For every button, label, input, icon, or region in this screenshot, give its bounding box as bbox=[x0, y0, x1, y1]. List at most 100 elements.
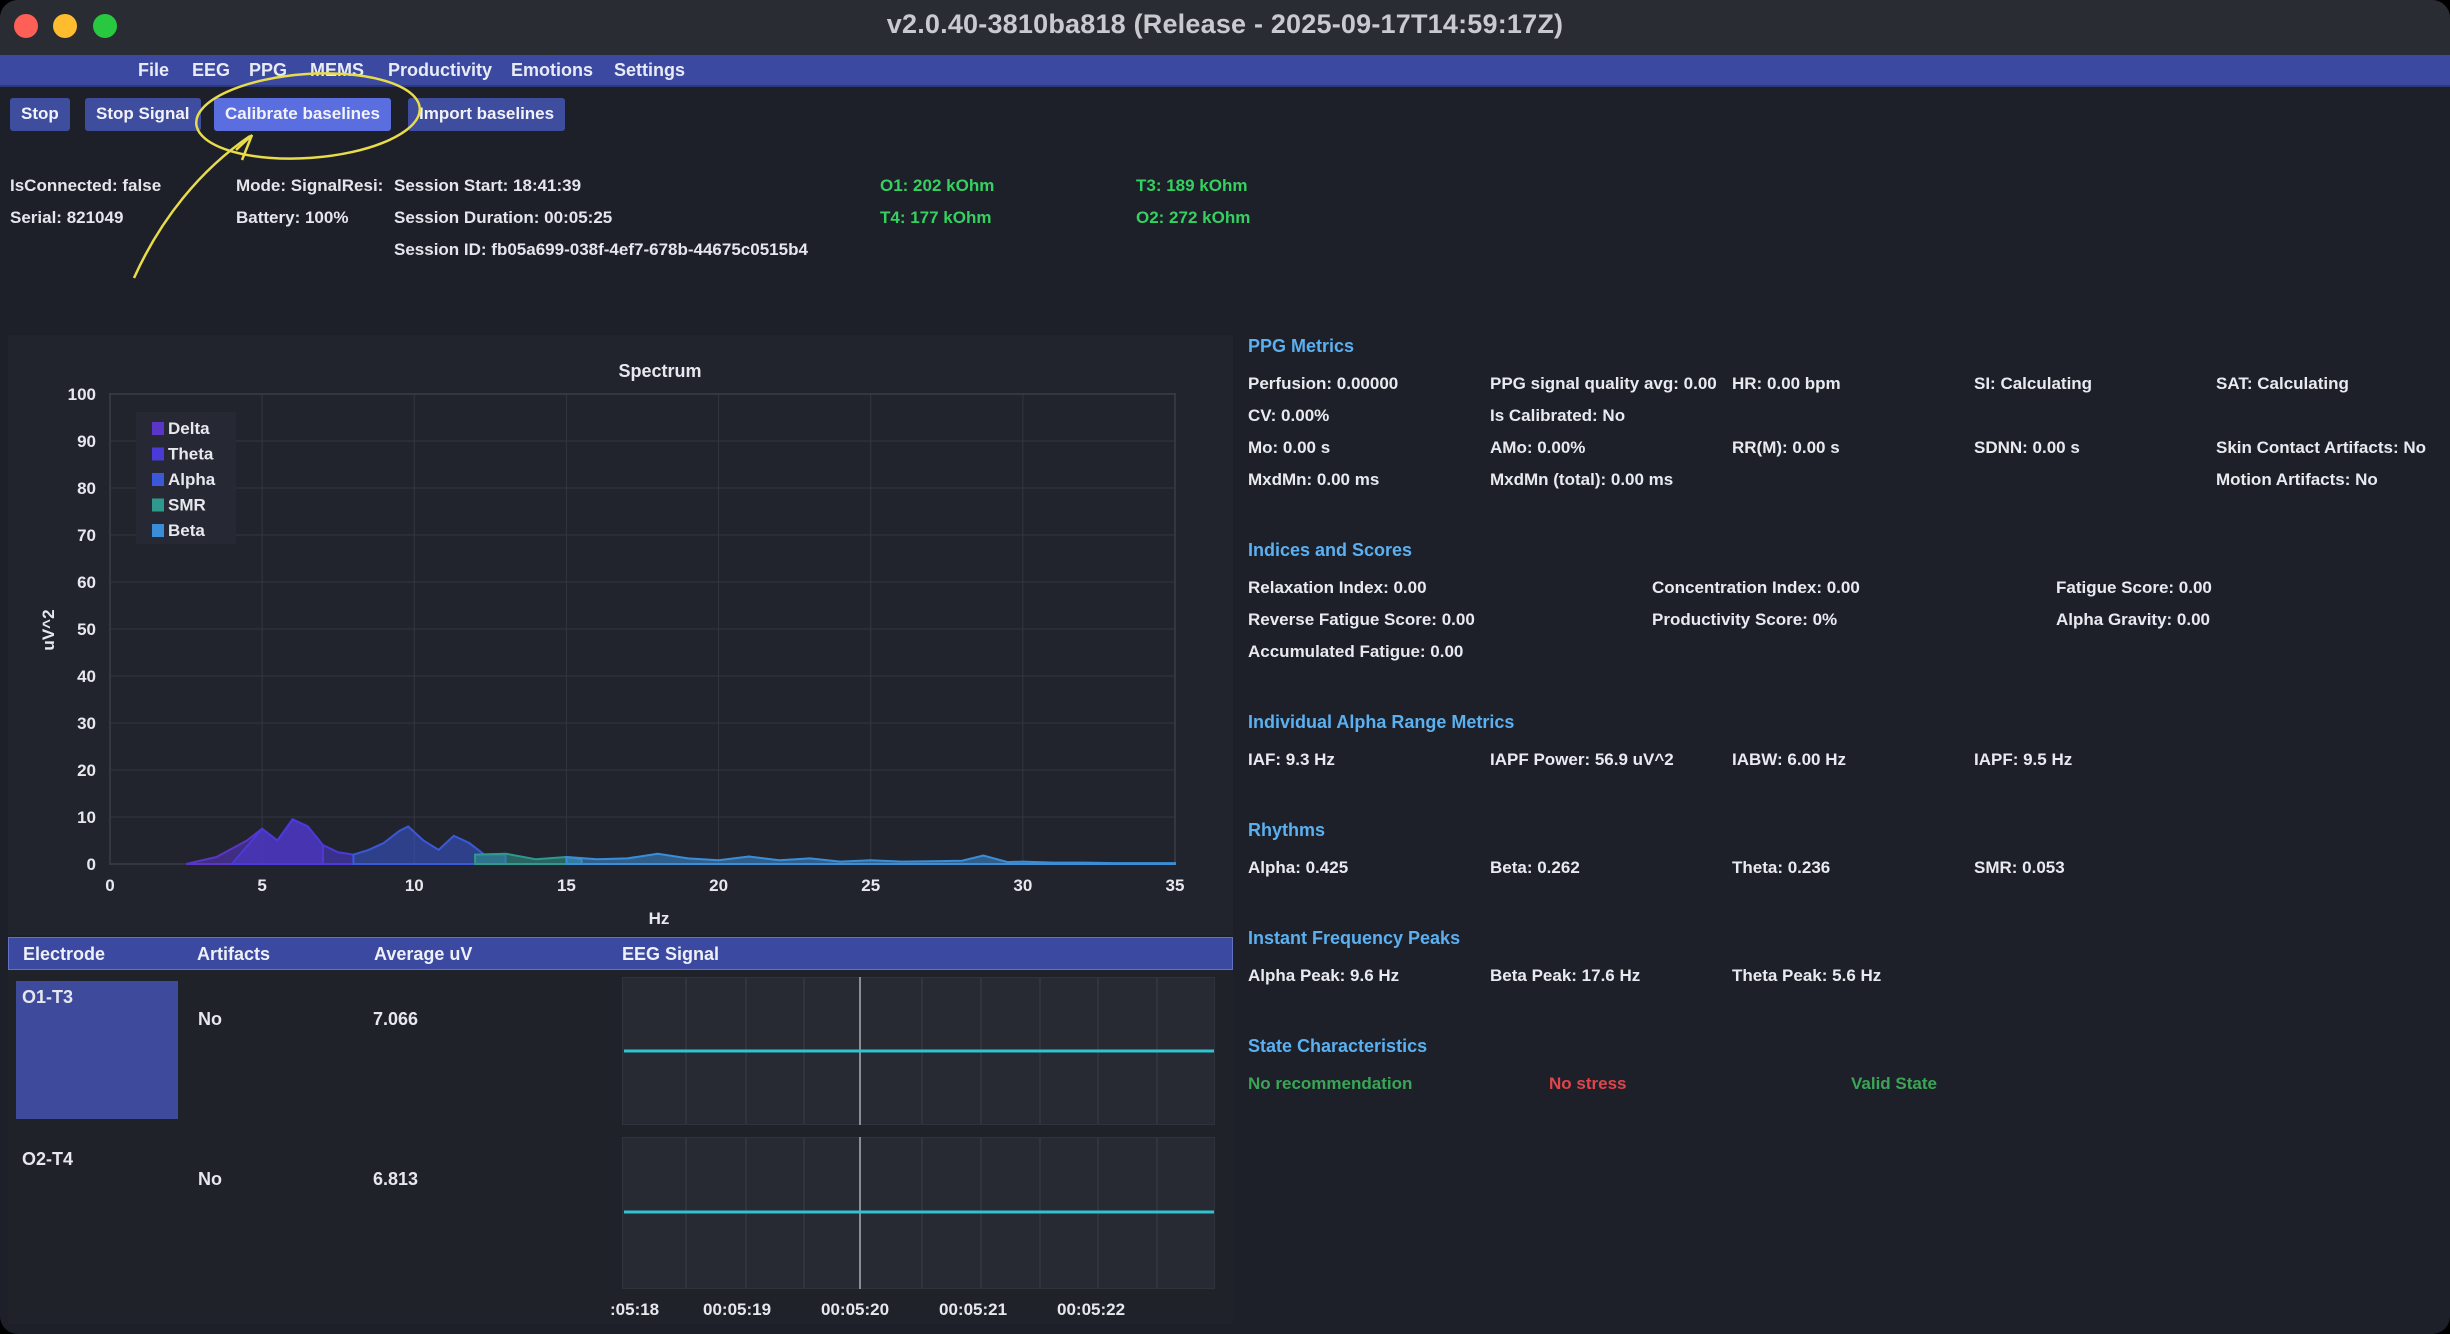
x-axis-label: Hz bbox=[649, 909, 670, 928]
x-tick-label: 15 bbox=[557, 876, 576, 895]
productivity-score: Productivity Score: 0% bbox=[1652, 610, 1838, 629]
signal-grid bbox=[685, 978, 1158, 1288]
time-tick-3: 00:05:20 bbox=[821, 1300, 889, 1319]
row1-artifacts: No bbox=[198, 1009, 222, 1029]
resistance-t4: T4: 177 kOhm bbox=[880, 208, 992, 227]
y-tick-label: 20 bbox=[77, 761, 96, 780]
ppg-motion-artifacts: Motion Artifacts: No bbox=[2216, 470, 2378, 489]
row2-artifacts: No bbox=[198, 1169, 222, 1189]
fatigue-score: Fatigue Score: 0.00 bbox=[2056, 578, 2212, 597]
stop-button[interactable]: Stop bbox=[10, 98, 70, 131]
y-tick-label: 30 bbox=[77, 714, 96, 733]
peaks-section-title: Instant Frequency Peaks bbox=[1248, 928, 1461, 948]
x-tick-label: 5 bbox=[257, 876, 266, 895]
time-tick-5: 00:05:22 bbox=[1057, 1300, 1125, 1319]
row2-average: 6.813 bbox=[373, 1169, 419, 1189]
row1-electrode[interactable]: O1-T3 bbox=[22, 987, 74, 1007]
connection-status: IsConnected: false bbox=[10, 176, 162, 195]
time-tick-2: 00:05:19 bbox=[703, 1300, 771, 1319]
alpha-range-section-title: Individual Alpha Range Metrics bbox=[1248, 712, 1515, 732]
header-eeg-signal[interactable]: EEG Signal bbox=[622, 944, 720, 964]
legend-swatch-theta bbox=[152, 447, 164, 461]
time-tick-4: 00:05:21 bbox=[939, 1300, 1007, 1319]
y-tick-label: 90 bbox=[77, 432, 96, 451]
beta-peak: Beta Peak: 17.6 Hz bbox=[1490, 966, 1641, 985]
menu-emotions[interactable]: Emotions bbox=[511, 60, 594, 80]
ppg-perfusion: Perfusion: 0.00000 bbox=[1248, 374, 1399, 393]
window-title: v2.0.40-3810ba818 (Release - 2025-09-17T… bbox=[886, 9, 1564, 39]
reverse-fatigue-score: Reverse Fatigue Score: 0.00 bbox=[1248, 610, 1475, 629]
ppg-amo: AMo: 0.00% bbox=[1490, 438, 1586, 457]
y-tick-label: 100 bbox=[68, 385, 96, 404]
session-id: Session ID: fb05a699-038f-4ef7-678b-4467… bbox=[394, 240, 808, 259]
import-baselines-button[interactable]: Import baselines bbox=[408, 98, 566, 131]
state-section-title: State Characteristics bbox=[1248, 1036, 1428, 1056]
electrode-table-header: Electrode Artifacts Average uV EEG Signa… bbox=[8, 937, 1233, 970]
legend-label-smr: SMR bbox=[168, 496, 206, 515]
chart-title: Spectrum bbox=[618, 361, 701, 381]
alpha-peak: Alpha Peak: 9.6 Hz bbox=[1248, 966, 1400, 985]
menu-settings[interactable]: Settings bbox=[614, 60, 686, 80]
x-tick-label: 25 bbox=[861, 876, 880, 895]
ppg-sdnn: SDNN: 0.00 s bbox=[1974, 438, 2080, 457]
state-recommendation: No recommendation bbox=[1248, 1074, 1413, 1093]
close-window-button[interactable] bbox=[14, 14, 38, 38]
y-tick-label: 50 bbox=[77, 620, 96, 639]
ppg-skin-artifacts: Skin Contact Artifacts: No bbox=[2216, 438, 2427, 457]
ppg-hr: HR: 0.00 bpm bbox=[1732, 374, 1841, 393]
state-valid: Valid State bbox=[1851, 1074, 1937, 1093]
menu-file[interactable]: File bbox=[138, 60, 170, 80]
rhythm-theta: Theta: 0.236 bbox=[1732, 858, 1831, 877]
header-artifacts[interactable]: Artifacts bbox=[197, 944, 271, 964]
title-bar: v2.0.40-3810ba818 (Release - 2025-09-17T… bbox=[0, 0, 2450, 55]
legend-swatch-alpha bbox=[152, 473, 164, 486]
iaf-value: IAF: 9.3 Hz bbox=[1248, 750, 1335, 769]
legend-swatch-delta bbox=[152, 422, 164, 435]
iabw-value: IABW: 6.00 Hz bbox=[1732, 750, 1846, 769]
header-electrode[interactable]: Electrode bbox=[23, 944, 106, 964]
legend-label-beta: Beta bbox=[168, 521, 205, 540]
legend-label-delta: Delta bbox=[168, 419, 210, 438]
selected-electrode-cell[interactable] bbox=[16, 981, 178, 1119]
stop-signal-button[interactable]: Stop Signal bbox=[85, 98, 201, 131]
y-tick-label: 0 bbox=[87, 855, 96, 874]
ppg-calibrated: Is Calibrated: No bbox=[1490, 406, 1626, 425]
resistance-t3: T3: 189 kOhm bbox=[1136, 176, 1248, 195]
battery-level: Battery: 100% bbox=[236, 208, 349, 227]
metrics-panel: PPG Metrics Perfusion: 0.00000 PPG signa… bbox=[1236, 335, 2450, 1325]
x-tick-label: 0 bbox=[105, 876, 114, 895]
x-tick-label: 20 bbox=[709, 876, 728, 895]
ppg-mxdmn-total: MxdMn (total): 0.00 ms bbox=[1490, 470, 1674, 489]
resistance-o2: O2: 272 kOhm bbox=[1136, 208, 1251, 227]
rhythm-smr: SMR: 0.053 bbox=[1974, 858, 2065, 877]
legend-label-alpha: Alpha bbox=[168, 470, 216, 489]
accumulated-fatigue: Accumulated Fatigue: 0.00 bbox=[1248, 642, 1464, 661]
ppg-quality: PPG signal quality avg: 0.00 bbox=[1490, 374, 1717, 393]
rhythms-section-title: Rhythms bbox=[1248, 820, 1326, 840]
y-tick-label: 10 bbox=[77, 808, 96, 827]
y-axis-label: uV^2 bbox=[39, 609, 58, 650]
legend-label-theta: Theta bbox=[168, 445, 214, 464]
eeg-signal-overlay: :05:18 00:05:19 00:05:20 00:05:21 00:05:… bbox=[610, 977, 1214, 1319]
ppg-mxdmn: MxdMn: 0.00 ms bbox=[1248, 470, 1380, 489]
y-tick-label: 40 bbox=[77, 667, 96, 686]
header-average[interactable]: Average uV bbox=[374, 944, 473, 964]
ppg-section-title: PPG Metrics bbox=[1248, 336, 1355, 356]
row2-electrode[interactable]: O2-T4 bbox=[22, 1149, 74, 1169]
row1-average: 7.066 bbox=[373, 1009, 419, 1029]
session-duration: Session Duration: 00:05:25 bbox=[394, 208, 613, 227]
session-start: Session Start: 18:41:39 bbox=[394, 176, 582, 195]
mode-label: Mode: SignalResi: bbox=[236, 176, 382, 195]
zoom-window-button[interactable] bbox=[93, 14, 117, 38]
concentration-index: Concentration Index: 0.00 bbox=[1652, 578, 1860, 597]
iapf-value: IAPF: 9.5 Hz bbox=[1974, 750, 2073, 769]
rhythm-alpha: Alpha: 0.425 bbox=[1248, 858, 1349, 877]
spectrum-chart: Spectrum 0 10 20 30 40 50 60 70 80 90 100 0 5 10 15 20 2… bbox=[39, 361, 1184, 928]
state-stress: No stress bbox=[1549, 1074, 1627, 1093]
ppg-cv: CV: 0.00% bbox=[1248, 406, 1330, 425]
time-tick-1: :05:18 bbox=[610, 1300, 659, 1319]
minimize-window-button[interactable] bbox=[53, 14, 77, 38]
iapf-power-value: IAPF Power: 56.9 uV^2 bbox=[1490, 750, 1674, 769]
rhythm-beta: Beta: 0.262 bbox=[1490, 858, 1580, 877]
